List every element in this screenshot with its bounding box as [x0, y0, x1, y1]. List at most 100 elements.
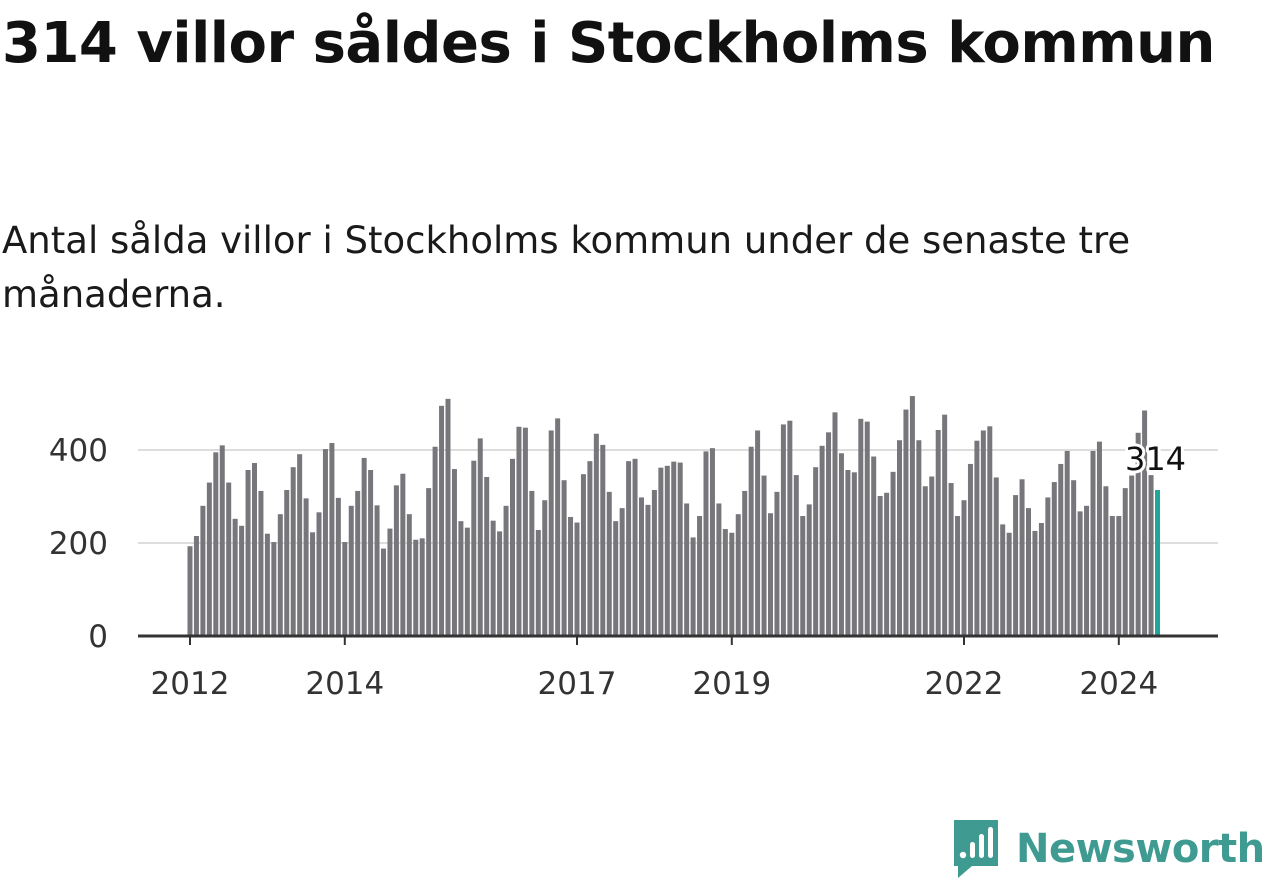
bar [381, 548, 386, 636]
x-tick-label: 2012 [151, 666, 230, 702]
bar [916, 440, 922, 636]
bar [606, 491, 612, 636]
bar [826, 432, 832, 636]
bar [748, 446, 754, 636]
bar [264, 533, 270, 636]
bar [368, 470, 374, 636]
bar [574, 522, 580, 636]
bar [303, 498, 309, 636]
bar [535, 529, 541, 636]
x-tick-label: 2019 [692, 666, 771, 702]
bar [716, 503, 722, 636]
bar [329, 443, 335, 636]
bar [813, 467, 819, 636]
bar [600, 444, 606, 636]
bar [193, 536, 199, 636]
bar [335, 497, 341, 636]
bar [458, 521, 464, 636]
highlight-bar-label: 314 [1125, 440, 1186, 478]
bar [768, 513, 773, 636]
bar [935, 430, 941, 636]
bar [619, 508, 625, 637]
bar [671, 461, 677, 637]
bar [200, 505, 206, 636]
bar [258, 490, 264, 636]
bar [290, 467, 296, 636]
bar [1045, 497, 1051, 636]
bar [780, 424, 786, 636]
bar [239, 525, 245, 636]
bar [955, 516, 961, 636]
page-subtitle: Antal sålda villor i Stockholms kommun u… [2, 219, 1131, 316]
bar [980, 430, 986, 636]
bar [1064, 450, 1070, 636]
bar [451, 469, 457, 636]
bar [1084, 505, 1090, 636]
bar [909, 396, 915, 636]
bar [542, 500, 548, 636]
bar [677, 462, 683, 636]
bar [851, 472, 857, 636]
bar [213, 452, 219, 636]
y-tick-label: 0 [88, 619, 108, 655]
bar [761, 475, 767, 636]
bar [1013, 495, 1019, 636]
bar [484, 476, 490, 636]
bar [490, 520, 496, 636]
bar [310, 532, 316, 637]
bar [226, 482, 232, 636]
bar [593, 433, 599, 636]
bar [464, 527, 470, 636]
bar [871, 456, 877, 636]
bar [632, 458, 638, 636]
y-axis-labels: 0 200 400 [49, 433, 108, 655]
bar [690, 537, 696, 636]
bar [709, 448, 715, 636]
bar [477, 438, 483, 637]
bar [342, 542, 348, 636]
bar [742, 490, 748, 636]
bar [516, 426, 522, 636]
bar [961, 500, 967, 636]
bar [219, 445, 225, 636]
page-title: 314 villor såldes i Stockholms kommun [2, 11, 1215, 76]
bar [1000, 524, 1006, 636]
bar [348, 505, 354, 636]
x-axis-ticks [189, 636, 1120, 645]
bar [1071, 480, 1077, 636]
x-tick-label: 2017 [538, 666, 617, 702]
y-tick-label: 200 [49, 526, 108, 562]
bar [993, 477, 999, 636]
bar [987, 426, 993, 636]
bar [890, 471, 896, 636]
bar [697, 516, 703, 636]
bar [355, 490, 361, 636]
bar [232, 518, 238, 636]
bar [722, 529, 728, 636]
bar [1096, 441, 1102, 636]
bar [400, 473, 406, 636]
bar [645, 504, 651, 636]
bar [974, 440, 980, 636]
bar [271, 542, 277, 636]
bar [1148, 475, 1154, 636]
bar [755, 430, 761, 636]
bar [884, 492, 890, 636]
bar [658, 467, 664, 636]
bar [1109, 516, 1115, 636]
bar [1058, 463, 1064, 636]
bar [838, 453, 844, 636]
bar [948, 483, 954, 636]
bar [471, 460, 477, 636]
brand-name: Newsworthy [1016, 826, 1262, 872]
bar [252, 463, 257, 636]
bar [206, 482, 212, 636]
bar [322, 449, 328, 636]
brand: Newsworthy [950, 818, 1262, 880]
x-tick-label: 2024 [1079, 666, 1158, 702]
bar [1051, 482, 1057, 636]
bar [406, 514, 412, 636]
bar [426, 488, 432, 636]
bar [529, 490, 535, 636]
bar [664, 465, 670, 636]
